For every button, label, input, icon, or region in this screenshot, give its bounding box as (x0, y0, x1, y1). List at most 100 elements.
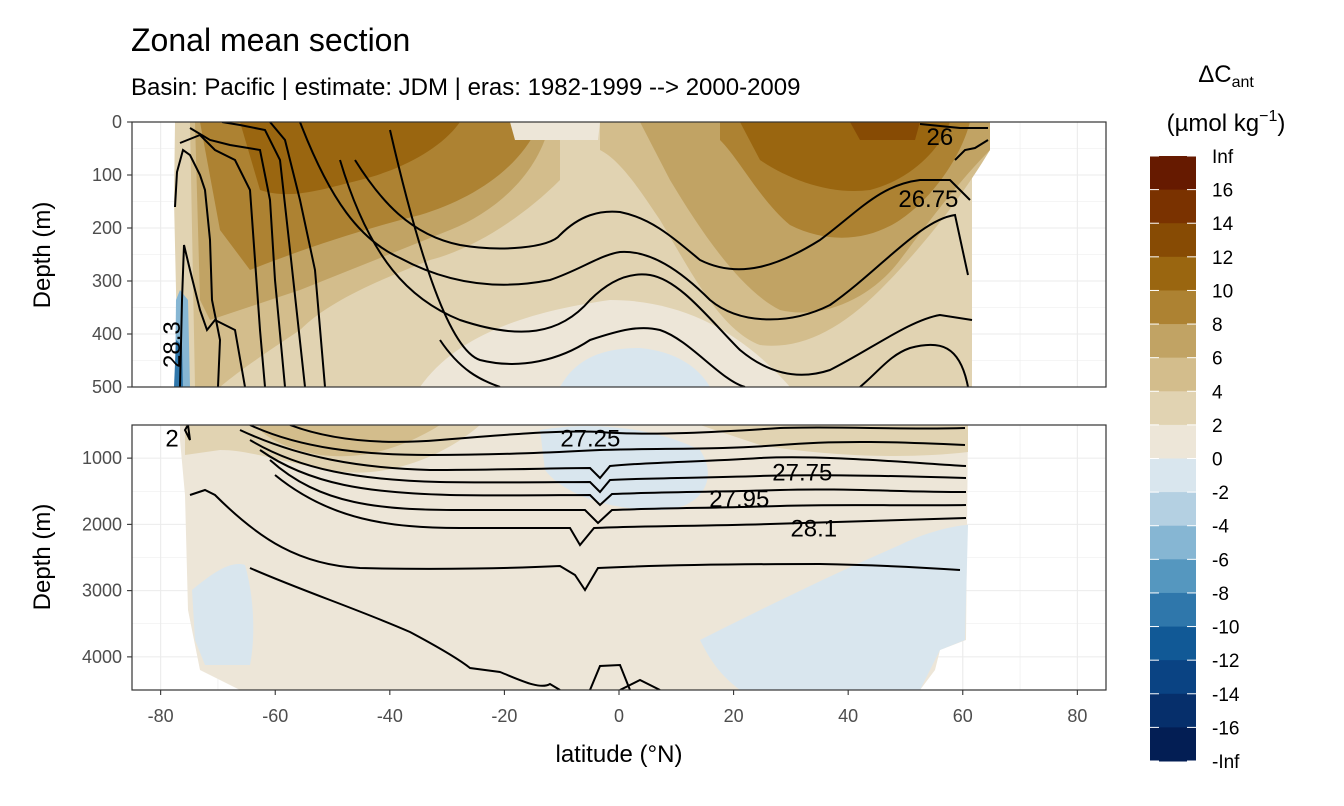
isopycnal-line (249, 439, 967, 494)
x-axis-title: latitude (°N) (556, 741, 683, 768)
isopycnal-line (183, 425, 191, 441)
legend-title-subscript: ant (1232, 74, 1255, 91)
x-tick-label: 20 (724, 706, 744, 726)
legend-label: 0 (1212, 450, 1223, 471)
legend-swatch (1150, 324, 1196, 359)
legend-swatch (1150, 458, 1196, 493)
lower-panel-y-ticks: 1000 2000 3000 4000 (82, 448, 132, 667)
x-axis-ticks: -80 -60 -40 -20 0 20 40 60 80 (148, 690, 1087, 726)
legend-swatch (1150, 492, 1196, 527)
legend-swatch (1150, 559, 1196, 594)
isopycnal-line (179, 133, 266, 387)
legend-swatch (1150, 357, 1196, 392)
isopycnal-line (859, 343, 969, 387)
legend-swatch (1150, 189, 1196, 224)
field-level-2-4-north (700, 425, 968, 456)
isopycnal-label: 27.25 (560, 425, 620, 452)
field-level-0-2-subsurface (420, 300, 790, 387)
upper-isopycnals (174, 122, 989, 387)
legend-label: 16 (1212, 181, 1233, 202)
isopycnal-line (249, 425, 966, 457)
y-tick-label: 100 (92, 165, 122, 185)
legend-label: -4 (1212, 517, 1229, 538)
legend-swatch (1150, 256, 1196, 291)
legend-label: 14 (1212, 214, 1234, 235)
upper-panel: 0 100 200 300 400 500 Depth (m) (29, 112, 1107, 397)
legend-unit-close: ) (1277, 110, 1285, 137)
legend-swatch (1150, 156, 1196, 191)
isopycnal-line (354, 159, 971, 271)
legend-label: 8 (1212, 315, 1223, 336)
chart-subtitle: Basin: Pacific | estimate: JDM | eras: 1… (131, 74, 801, 101)
legend-label: 12 (1212, 248, 1233, 269)
x-tick-label: -80 (148, 706, 174, 726)
isopycnal-line (249, 567, 561, 690)
legend-label: -14 (1212, 685, 1240, 706)
field-level-12-14-north (850, 122, 920, 140)
legend-label: -2 (1212, 483, 1229, 504)
legend-label: 6 (1212, 349, 1223, 370)
x-tick-label: 60 (953, 706, 973, 726)
isopycnal-line (954, 139, 989, 161)
isopycnal-line (389, 129, 746, 387)
legend-label: -Inf (1212, 752, 1240, 773)
x-tick-label: 80 (1067, 706, 1087, 726)
legend-swatch (1150, 223, 1196, 258)
legend-swatch (1150, 391, 1196, 426)
legend-label: -8 (1212, 584, 1229, 605)
y-tick-label: 200 (92, 218, 122, 238)
isopycnal-line (919, 123, 988, 129)
legend-label: -10 (1212, 618, 1239, 639)
lower-y-axis-title: Depth (m) (29, 504, 56, 611)
isopycnal-line (189, 127, 286, 387)
chart-title: Zonal mean section (131, 22, 411, 58)
isopycnal-line (221, 122, 306, 387)
isopycnal-label: 27.95 (709, 486, 769, 513)
y-tick-label: 400 (92, 324, 122, 344)
y-tick-label: 2000 (82, 514, 122, 534)
legend-swatch (1150, 424, 1196, 459)
legend-title-main: ΔC (1198, 61, 1231, 88)
legend-colorbar (1150, 155, 1196, 762)
isopycnal-label: 26 (926, 124, 953, 151)
field-level-4-6 (260, 425, 440, 457)
lower-panel-field (180, 425, 968, 690)
x-tick-label: -40 (377, 706, 403, 726)
upper-y-axis-title: Depth (m) (29, 202, 56, 309)
legend-swatch (1150, 525, 1196, 560)
legend-swatch (1150, 290, 1196, 325)
legend-label: -16 (1212, 718, 1239, 739)
field-level-0-2-surface (510, 122, 600, 140)
legend-label: 2 (1212, 416, 1223, 437)
legend-swatch (1150, 693, 1196, 728)
legend-title: ΔCant (1198, 61, 1254, 91)
legend-unit-main: (µmol kg (1167, 110, 1260, 137)
isopycnal-line (179, 244, 246, 387)
upper-panel-border (131, 121, 1107, 388)
isopycnal-label: 26.75 (898, 186, 958, 213)
y-tick-label: 4000 (82, 647, 122, 667)
isopycnal-line (239, 429, 967, 480)
legend-label: 4 (1212, 382, 1223, 403)
upper-panel-field (174, 122, 990, 387)
isopycnal-label: 2 (165, 425, 178, 452)
x-tick-label: 40 (838, 706, 858, 726)
legend-label: 10 (1212, 281, 1233, 302)
x-tick-label: -60 (262, 706, 288, 726)
isopycnal-label: 28.1 (790, 515, 837, 542)
isopycnal-line (269, 122, 326, 387)
legend-swatch (1150, 592, 1196, 628)
legend-swatch (1150, 660, 1196, 695)
y-tick-label: 300 (92, 271, 122, 291)
lower-panel: 1000 2000 3000 4000 -80 -60 -40 -20 0 20 40 60 80 D… (29, 424, 1107, 768)
field-level-neg2-0-south (192, 564, 254, 665)
legend: ΔCant (µmol kg−1) Inf 16 14 12 10 8 6 4 2 0 -2 -4 -6… (1150, 61, 1285, 773)
y-tick-label: 1000 (82, 448, 122, 468)
isopycnal-line (619, 678, 661, 690)
legend-unit: (µmol kg−1) (1167, 108, 1286, 137)
legend-label: -12 (1212, 651, 1239, 672)
legend-label: Inf (1212, 147, 1234, 168)
y-tick-label: 0 (112, 112, 122, 132)
isopycnal-line (189, 488, 961, 592)
